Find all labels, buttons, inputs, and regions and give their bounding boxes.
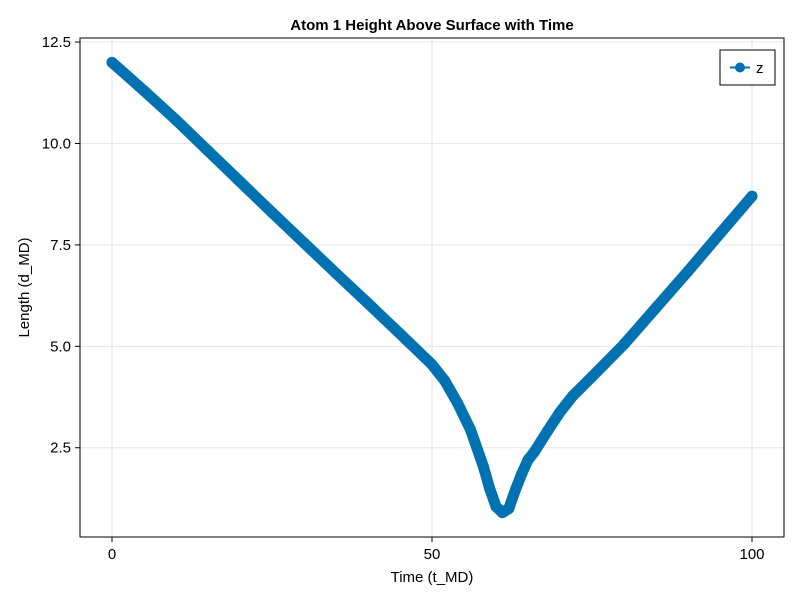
x-tick-label: 100 — [739, 546, 764, 563]
data-point — [362, 297, 374, 309]
legend-entry-z: z — [756, 60, 764, 77]
x-tick-label: 50 — [424, 546, 441, 563]
y-tick-label: 10.0 — [42, 135, 71, 152]
legend: z — [719, 49, 776, 86]
data-point — [439, 375, 451, 387]
data-point — [528, 446, 540, 458]
data-point — [682, 265, 694, 277]
data-point — [714, 228, 726, 240]
data-point — [170, 114, 182, 126]
data-point — [394, 328, 406, 340]
data-point — [522, 454, 534, 466]
data-point — [484, 482, 496, 494]
y-axis-label: Length (d_MD) — [16, 237, 33, 337]
data-point — [452, 397, 464, 409]
data-point — [503, 503, 515, 515]
data-point — [650, 302, 662, 314]
data-point — [298, 237, 310, 249]
data-point — [554, 406, 566, 418]
data-point — [330, 267, 342, 279]
y-tick-label: 12.5 — [42, 34, 71, 51]
data-point — [516, 468, 528, 480]
y-tick-label: 7.5 — [50, 237, 71, 254]
data-point — [477, 460, 489, 472]
data-point — [426, 359, 438, 371]
chart-title: Atom 1 Height Above Surface with Time — [290, 17, 573, 34]
series-layer — [106, 56, 758, 519]
data-point — [746, 190, 758, 202]
y-tick-label: 2.5 — [50, 440, 71, 457]
x-axis-label: Time (t_MD) — [391, 569, 474, 586]
y-tick-label: 5.0 — [50, 338, 71, 355]
data-point — [234, 176, 246, 188]
data-point — [586, 371, 598, 383]
axes-layer: 0 50 100 2.5 5.0 7.5 10.0 12.5 — [42, 34, 765, 563]
x-tick-label: 0 — [108, 546, 116, 563]
data-point — [541, 426, 553, 438]
legend-marker-swatch — [735, 62, 745, 73]
data-point — [202, 145, 214, 157]
data-point — [138, 85, 150, 97]
data-point — [106, 56, 118, 68]
data-point — [567, 390, 579, 402]
data-point — [618, 338, 630, 350]
data-point — [266, 206, 278, 218]
data-point — [509, 484, 521, 496]
data-point — [464, 423, 476, 435]
data-point — [535, 436, 547, 448]
